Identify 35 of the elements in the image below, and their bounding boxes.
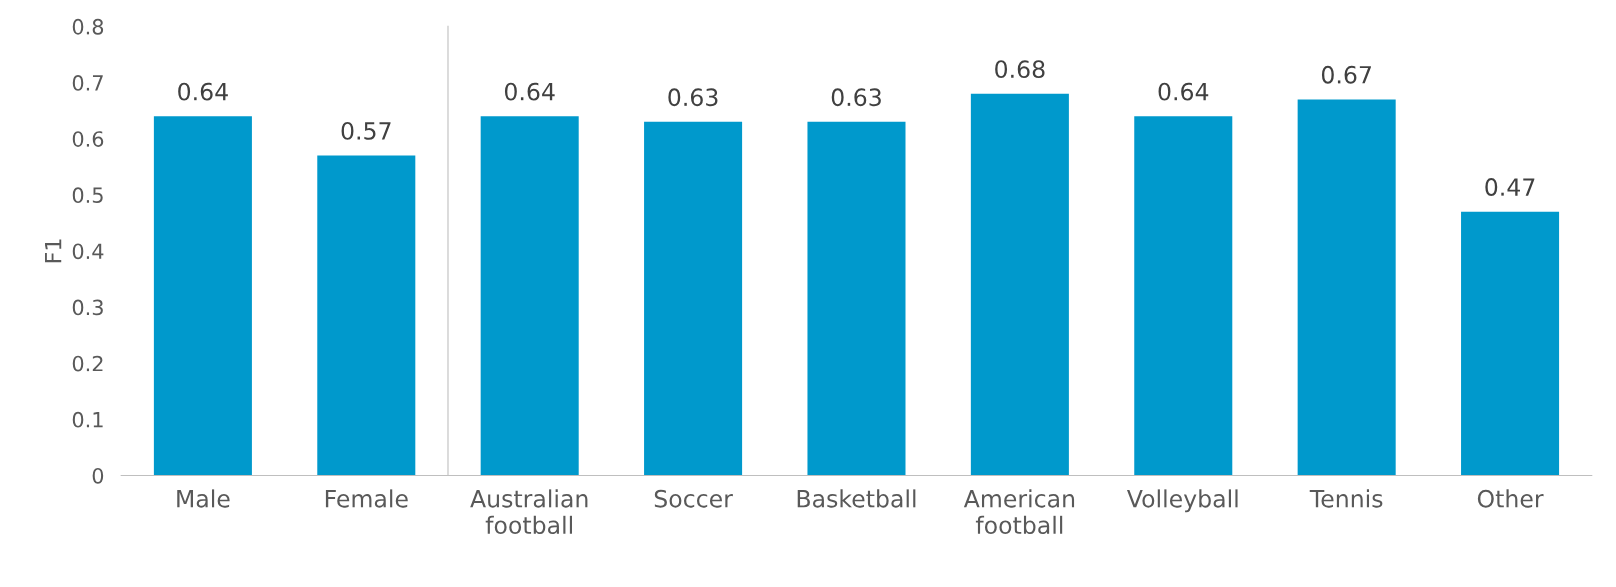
x-tick-label: Tennis	[1309, 489, 1383, 508]
data-label: 0.63	[831, 88, 881, 107]
x-tick-label: Basketball	[797, 489, 916, 508]
data-label: 0.64	[178, 82, 228, 101]
data-label: 0.68	[995, 60, 1045, 79]
y-tick-label: 0.3	[72, 299, 103, 316]
x-tick-label: Australian football	[470, 489, 588, 535]
y-tick-label: 0.2	[72, 355, 103, 372]
bar	[480, 116, 579, 476]
x-tick-label: American football	[963, 489, 1075, 535]
bar	[644, 121, 743, 476]
y-tick-label: 0.4	[72, 243, 104, 260]
data-label: 0.47	[1485, 178, 1535, 196]
y-tick-label: 0.6	[72, 131, 104, 147]
bar	[1297, 99, 1396, 476]
y-tick-label: 0.8	[72, 18, 104, 35]
data-label: 0.67	[1321, 65, 1371, 84]
x-tick-label: Female	[325, 489, 408, 508]
data-label: 0.57	[341, 121, 391, 140]
y-tick-label: 0.5	[72, 187, 103, 204]
y-tick-label: 0	[92, 467, 104, 484]
y-tick-label: 0.1	[72, 411, 103, 428]
data-label: 0.63	[668, 88, 718, 107]
x-tick-label: Other	[1477, 489, 1544, 508]
x-tick-label: Male	[177, 489, 230, 508]
data-label: 0.64	[504, 82, 555, 101]
y-tick-label: 0.7	[72, 75, 103, 91]
bar	[1461, 211, 1560, 476]
x-tick-label: Soccer	[654, 489, 733, 508]
bar	[807, 121, 906, 476]
data-label: 0.64	[1158, 82, 1209, 101]
x-tick-label: Volleyball	[1126, 489, 1238, 513]
bar	[970, 93, 1069, 476]
bar	[1134, 116, 1233, 476]
y-axis-title: F1	[45, 239, 62, 263]
